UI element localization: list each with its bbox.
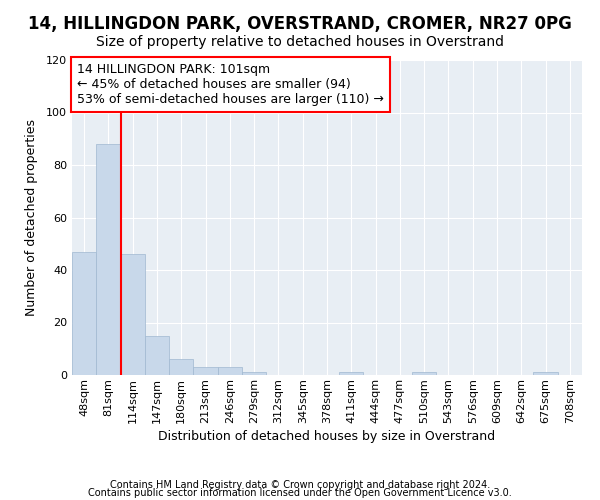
Bar <box>193 367 218 375</box>
Y-axis label: Number of detached properties: Number of detached properties <box>25 119 38 316</box>
Bar <box>339 372 364 375</box>
Bar <box>145 336 169 375</box>
Bar <box>121 254 145 375</box>
Bar <box>412 372 436 375</box>
Bar <box>218 367 242 375</box>
Text: Size of property relative to detached houses in Overstrand: Size of property relative to detached ho… <box>96 35 504 49</box>
Bar <box>169 359 193 375</box>
Text: 14, HILLINGDON PARK, OVERSTRAND, CROMER, NR27 0PG: 14, HILLINGDON PARK, OVERSTRAND, CROMER,… <box>28 15 572 33</box>
X-axis label: Distribution of detached houses by size in Overstrand: Distribution of detached houses by size … <box>158 430 496 443</box>
Text: Contains HM Land Registry data © Crown copyright and database right 2024.: Contains HM Land Registry data © Crown c… <box>110 480 490 490</box>
Bar <box>96 144 121 375</box>
Bar <box>72 252 96 375</box>
Bar <box>242 372 266 375</box>
Text: Contains public sector information licensed under the Open Government Licence v3: Contains public sector information licen… <box>88 488 512 498</box>
Text: 14 HILLINGDON PARK: 101sqm
← 45% of detached houses are smaller (94)
53% of semi: 14 HILLINGDON PARK: 101sqm ← 45% of deta… <box>77 63 384 106</box>
Bar <box>533 372 558 375</box>
